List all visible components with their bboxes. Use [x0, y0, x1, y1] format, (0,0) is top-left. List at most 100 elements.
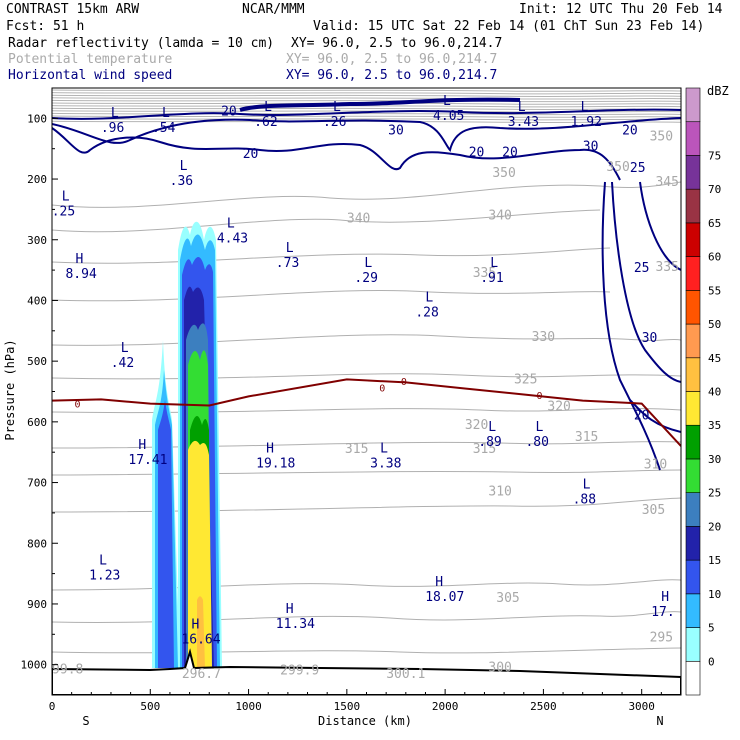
extremum-value: 17. — [651, 605, 674, 620]
wind-speed-label: 30 — [388, 123, 404, 138]
upper-theta-line — [52, 92, 681, 95]
y-tick-label: 800 — [27, 537, 47, 550]
x-axis-label: Distance (km) — [318, 714, 412, 728]
colorbar-level-label: 15 — [708, 554, 721, 567]
x-tick-label: 1500 — [334, 700, 361, 713]
theta-label: 295 — [650, 630, 673, 645]
extremum-type: H — [286, 602, 294, 617]
extremum-type: L — [425, 291, 433, 306]
colorbar: 0 5 10 15 20 25 30 35 40 45 50 55 60 65 70 75 — [685, 87, 721, 696]
extremum-value: .28 — [415, 306, 438, 321]
x-tick-label: 2000 — [432, 700, 459, 713]
colorbar-level-label: 0 — [708, 655, 715, 668]
field-label-theta: Potential temperature — [8, 52, 173, 67]
freezing-level-label: 0 — [536, 391, 542, 402]
upper-theta-line — [52, 107, 681, 110]
field-coords-theta: XY= 96.0, 2.5 to 96.0,214.7 — [286, 52, 497, 67]
theta-label: 350 — [606, 160, 629, 175]
extremum-type: H — [266, 441, 274, 456]
colorbar-level-label: 25 — [708, 487, 721, 500]
x-tick-label: 1000 — [235, 700, 262, 713]
extremum-type: L — [286, 241, 294, 256]
theta-label: 345 — [655, 175, 678, 190]
y-tick-label: 100 — [27, 112, 47, 125]
colorbar-swatch — [685, 357, 701, 392]
theta-label: 350 — [492, 166, 515, 181]
plot-area — [52, 88, 681, 695]
theta-label: 340 — [347, 212, 370, 227]
extremum-value: 3.38 — [370, 456, 401, 471]
forecast-hour: Fcst: 51 h — [6, 19, 84, 34]
extremum-value: 19.18 — [256, 456, 295, 471]
extremum-type: L — [227, 217, 235, 232]
colorbar-level-label: 65 — [708, 217, 721, 230]
theta-label: 296.7 — [182, 667, 221, 682]
freezing-level-labels: 0 0 0 0 — [75, 377, 543, 410]
x-tick-label: 2500 — [530, 700, 557, 713]
theta-label: 330 — [532, 330, 555, 345]
y-tick-label: 300 — [27, 234, 47, 247]
colorbar-unit: dBZ — [707, 84, 729, 98]
colorbar-level-label: 60 — [708, 251, 721, 264]
wind-speed-contours — [52, 108, 681, 471]
extremum-value: .62 — [254, 115, 277, 130]
y-tick-label: 600 — [27, 416, 47, 429]
wind-speed-label: 20 — [469, 146, 485, 161]
colorbar-level-label: 40 — [708, 386, 721, 399]
extremum-type: L — [581, 100, 589, 115]
colorbar-swatch — [685, 87, 701, 123]
upper-theta-line — [52, 97, 681, 100]
colorbar-swatch — [685, 424, 701, 460]
theta-label: 335 — [655, 260, 678, 275]
extremum-value: .42 — [111, 356, 134, 371]
extremum-type: L — [490, 256, 498, 271]
colorbar-swatch — [685, 458, 701, 493]
extremum-value: .29 — [354, 271, 377, 286]
extremum-value: 17.41 — [128, 453, 167, 468]
extremum-value: 1.92 — [571, 115, 602, 130]
wind-speed-label: 25 — [630, 161, 646, 176]
extremum-value: .96 — [101, 121, 124, 136]
extremum-value: .91 — [480, 271, 503, 286]
colorbar-level-label: 75 — [708, 149, 721, 162]
theta-label: 325 — [514, 372, 537, 387]
extremum-type: L — [488, 420, 496, 435]
extremum-value: .26 — [323, 115, 346, 130]
theta-label: 310 — [488, 485, 511, 500]
colorbar-swatch — [685, 526, 701, 561]
field-coords-wind: XY= 96.0, 2.5 to 96.0,214.7 — [286, 68, 497, 83]
colorbar-level-label: 30 — [708, 453, 721, 466]
extremum-value: 18.07 — [425, 590, 464, 605]
extremum-type: L — [62, 189, 70, 204]
extremum-type: L — [380, 441, 388, 456]
extremum-type: L — [121, 341, 129, 356]
model-title: CONTRAST 15km ARW — [6, 2, 139, 17]
extremum-value: 1.23 — [89, 569, 120, 584]
extremum-type: L — [264, 100, 272, 115]
x-tick-label: 500 — [140, 700, 160, 713]
x-tick-label: 3000 — [628, 700, 655, 713]
wind-speed-label: 30 — [642, 331, 658, 346]
wind-speed-label: 20 — [243, 147, 259, 162]
theta-label: 335 — [473, 266, 496, 281]
extremum-value: .54 — [152, 121, 176, 136]
theta-label: 299.8 — [44, 663, 83, 678]
terrain-profile — [52, 648, 681, 695]
colorbar-level-label: 45 — [708, 352, 721, 365]
y-tick-label: 1000 — [21, 659, 48, 672]
x-tick-label: 0 — [49, 700, 56, 713]
extremum-value: 8.94 — [65, 267, 96, 282]
wind-speed-label: 20 — [502, 146, 518, 161]
wind-speed-label: 20 — [622, 123, 638, 138]
extremum-value: .73 — [276, 256, 299, 271]
colorbar-swatch — [685, 391, 701, 426]
wind-speed-label: 20 — [634, 409, 650, 424]
extremum-type: L — [583, 478, 591, 493]
extremum-value: .25 — [52, 204, 75, 219]
theta-label: 320 — [465, 418, 488, 433]
extremum-type: L — [364, 256, 372, 271]
extremum-value: .80 — [525, 435, 548, 450]
extremum-type: H — [661, 590, 669, 605]
figure-header: CONTRAST 15km ARW NCAR/MMM Init: 12 UTC … — [6, 2, 723, 83]
